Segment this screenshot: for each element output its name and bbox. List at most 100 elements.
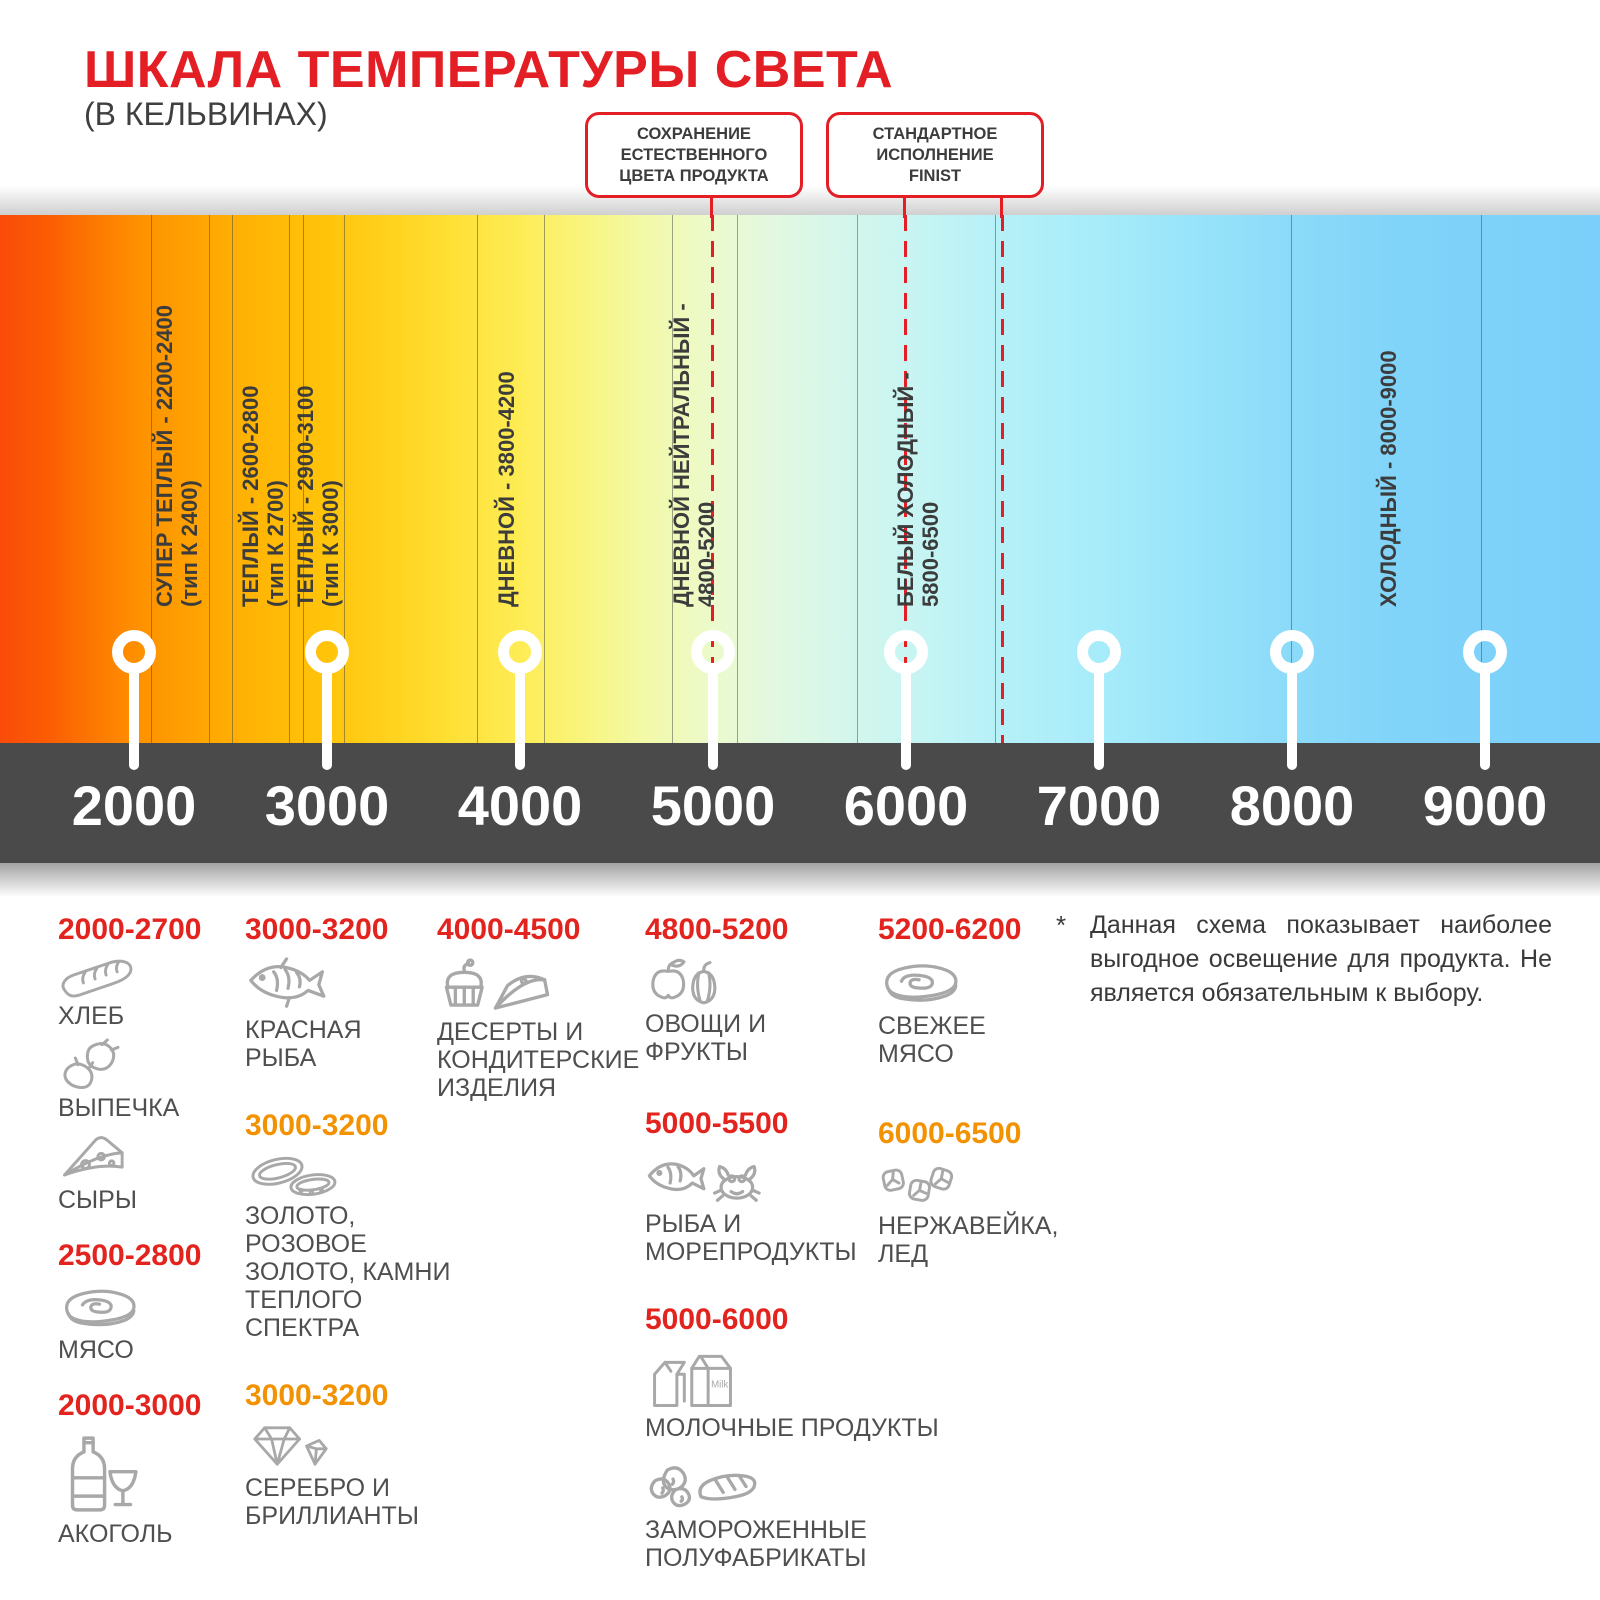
tick-8000: 8000	[1229, 774, 1355, 837]
page-title: ШКАЛА ТЕМПЕРАТУРЫ СВЕТА	[84, 41, 894, 99]
callout-natural-line2: ЕСТЕСТВЕННОГО	[620, 145, 768, 164]
croissant-icon	[63, 1038, 120, 1090]
gridline	[1291, 215, 1292, 743]
range-3000-3200-silver: 3000-3200	[245, 1379, 389, 1412]
legend-item-silver: СЕРЕБРО И БРИЛЛИАНТЫ	[245, 1422, 485, 1530]
range-6000-6500: 6000-6500	[878, 1117, 1022, 1150]
gridline	[344, 215, 345, 743]
zone-label-white-cold: БЕЛЫЙ ХОЛОДНЫЙ - 5800-6500	[893, 372, 943, 607]
tick-7000: 7000	[1036, 774, 1162, 837]
axis-shadow	[0, 863, 1600, 897]
callout-connector-5000	[710, 192, 713, 218]
cheese-icon	[63, 1136, 124, 1177]
callout-finist-line1: СТАНДАРТНОЕ	[872, 124, 998, 143]
callout-finist-line2: ИСПОЛНЕНИЕ	[876, 145, 994, 164]
svg-text:Milk: Milk	[711, 1380, 728, 1391]
legend-col-2: 3000-3200 КРАСНАЯ РЫБА 3000-3200 ЗОЛОТО,…	[245, 912, 485, 1530]
rings-icon	[251, 1156, 337, 1197]
range-2000-3000: 2000-3000	[58, 1389, 202, 1422]
gridline	[151, 215, 152, 743]
marker-stem	[1287, 667, 1297, 770]
callout-connector-6000	[903, 192, 906, 218]
gridline	[303, 215, 304, 743]
footnote-text: Данная схема показывает наиболее выгодно…	[1090, 911, 1552, 1007]
zone-label-warm-3000: ТЕПЛЫЙ - 2900-3100 (тип К 3000)	[293, 385, 343, 607]
tick-4000: 4000	[457, 774, 583, 837]
gridline	[232, 215, 233, 743]
legend-col-3: 4000-4500 ДЕСЕРТЫ И КОНДИТЕРСКИЕ ИЗДЕЛИЯ	[437, 912, 652, 1102]
footnote: * Данная схема показывает наиболее выгод…	[1056, 908, 1552, 1010]
dessert-icon	[444, 958, 550, 1010]
marker-stem	[129, 667, 139, 770]
legend-item-bread: ХЛЕБ	[58, 956, 243, 1030]
zone-label-warm-2700: ТЕПЛЫЙ - 2600-2800 (тип К 2700)	[238, 385, 288, 607]
range-2500-2800: 2500-2800	[58, 1239, 202, 1272]
tick-3000: 3000	[264, 774, 390, 837]
gridline	[289, 215, 290, 743]
legend-item-cheese: СЫРЫ	[58, 1130, 243, 1214]
tick-6000: 6000	[843, 774, 969, 837]
red-dashed-line-5000	[711, 215, 714, 743]
callout-finist: СТАНДАРТНОЕ ИСПОЛНЕНИЕ FINIST	[826, 112, 1044, 198]
zone-label-cold: ХОЛОДНЫЙ - 8000-9000	[1376, 350, 1401, 607]
callout-natural-line3: ЦВЕТА ПРОДУКТА	[619, 166, 769, 185]
gridline	[672, 215, 673, 743]
range-5000-6000: 5000-6000	[645, 1303, 789, 1336]
legend-item-meat: МЯСО	[58, 1282, 243, 1364]
range-3000-3200-fish: 3000-3200	[245, 913, 389, 946]
marker-stem	[901, 667, 911, 770]
callout-natural-line1: СОХРАНЕНИЕ	[637, 124, 751, 143]
range-2000-2700: 2000-2700	[58, 913, 202, 946]
steak-icon	[65, 1289, 136, 1327]
legend-item-red-fish: КРАСНАЯ РЫБА	[245, 956, 485, 1072]
legend-item-alcohol: АКОГОЛЬ	[58, 1432, 243, 1548]
legend-item-gold: ЗОЛОТО, РОЗОВОЕ ЗОЛОТО, КАМНИ ТЕПЛОГО СП…	[245, 1152, 485, 1342]
marker-stem	[708, 667, 718, 770]
kelvin-spectrum-band: СУПЕР ТЕПЛЫЙ - 2200-2400 (тип К 2400) ТЕ…	[0, 215, 1600, 770]
range-5000-5500: 5000-5500	[645, 1107, 789, 1140]
diamond-icon	[253, 1426, 328, 1466]
range-4800-5200: 4800-5200	[645, 913, 789, 946]
legend-item-frozen: ЗАМОРОЖЕННЫЕ ПОЛУФАБРИКАТЫ	[645, 1458, 965, 1572]
legend-item-steel-ice: НЕРЖАВЕЙКА, ЛЕД	[878, 1164, 1068, 1268]
zone-label-day: ДНЕВНОЙ - 3800-4200	[494, 371, 519, 607]
apple-pepper-icon	[651, 958, 717, 1005]
marker-stem	[322, 667, 332, 770]
zone-label-super-warm: СУПЕР ТЕПЛЫЙ - 2200-2400 (тип К 2400)	[152, 304, 202, 607]
range-3000-3200-gold: 3000-3200	[245, 1109, 389, 1142]
legend-col-5: 5200-6200 СВЕЖЕЕ МЯСО 6000-6500 НЕРЖАВЕЙ…	[878, 912, 1068, 1268]
callout-finist-line3: FINIST	[908, 166, 962, 185]
gridline	[737, 215, 738, 743]
zone-label-day-neutral: ДНЕВНОЙ НЕЙТРАЛЬНЫЙ - 4800-5200	[669, 303, 719, 607]
red-dashed-line-6000	[904, 215, 907, 743]
footnote-asterisk: *	[1056, 910, 1067, 940]
marker-stem	[1094, 667, 1104, 770]
legend-item-dairy: Milk МОЛОЧНЫЕ ПРОДУКТЫ	[645, 1346, 965, 1442]
callout-connector-6500	[1000, 192, 1003, 218]
legend-col-1: 2000-2700 ХЛЕБ ВЫПЕЧКА СЫРЫ	[58, 912, 243, 1548]
ice-cubes-icon	[881, 1166, 954, 1202]
legend-item-vegetables: ОВОЩИ И ФРУКТЫ	[645, 956, 965, 1066]
frozen-food-icon	[649, 1466, 757, 1508]
gridline	[477, 215, 478, 743]
marker-stem	[1480, 667, 1490, 770]
alcohol-icon	[70, 1436, 138, 1512]
milk-carton-icon: Milk	[653, 1354, 732, 1408]
marker-stem	[515, 667, 525, 770]
tick-9000: 9000	[1422, 774, 1548, 837]
gridline	[995, 215, 996, 743]
range-4000-4500: 4000-4500	[437, 913, 581, 946]
gridline	[209, 215, 210, 743]
tick-5000: 5000	[650, 774, 776, 837]
tick-2000: 2000	[71, 774, 197, 837]
page-subtitle: (В КЕЛЬВИНАХ)	[84, 96, 328, 132]
range-5200-6200: 5200-6200	[878, 913, 1022, 946]
gridline	[1481, 215, 1482, 743]
fresh-meat-icon	[885, 964, 958, 1002]
gridline	[857, 215, 858, 743]
fish-icon	[249, 957, 326, 1008]
bread-icon	[61, 959, 133, 998]
red-dashed-line-6500	[1001, 215, 1004, 743]
gridline	[544, 215, 545, 743]
